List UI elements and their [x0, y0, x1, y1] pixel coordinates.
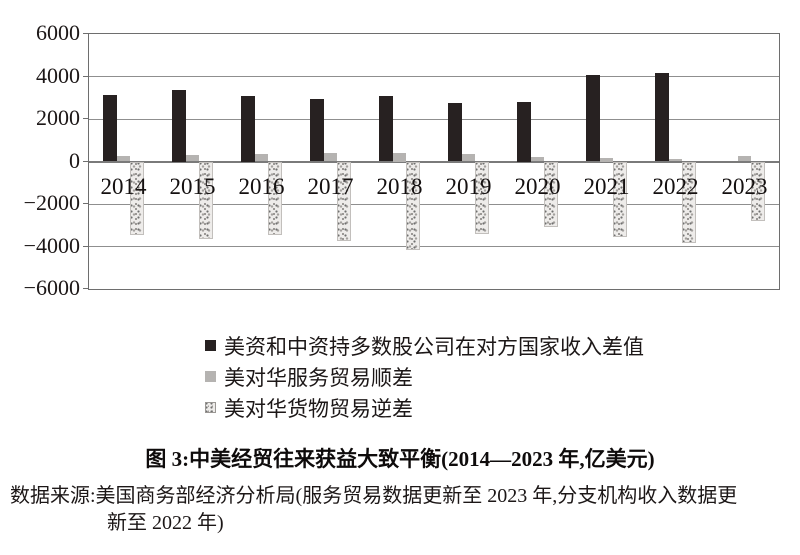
bar-speckled-2021	[613, 161, 627, 237]
y-tick-label: 4000	[36, 62, 80, 88]
bar-solid-gray-2014	[116, 155, 131, 162]
figure-caption: 图 3:中美经贸往来获益大致平衡(2014—2023 年,亿美元)	[145, 447, 655, 471]
bar-speckled-2023	[751, 161, 765, 221]
plot-area: 2014 2015 2016 2017 2018 2019 2020 2021 2022 2023	[88, 33, 780, 290]
y-tick-mark	[83, 75, 88, 77]
bar-solid-black-2019	[448, 102, 462, 162]
legend-marker-icon	[205, 371, 216, 382]
legend-item: 美对华货物贸易逆差	[205, 392, 644, 423]
bar-solid-black-2018	[379, 95, 393, 162]
legend-label: 美资和中资持多数股公司在对方国家收入差值	[224, 334, 644, 359]
y-tick-mark	[83, 203, 88, 204]
bar-solid-gray-2020	[530, 156, 545, 162]
y-axis: 6000 4000 2000 0 −2000 −4000 −6000	[0, 0, 80, 310]
legend-label: 美对华服务贸易顺差	[224, 365, 413, 390]
y-tick-label: −2000	[23, 190, 80, 215]
bar-solid-gray-2019	[461, 153, 476, 162]
bar-solid-gray-2016	[254, 153, 269, 162]
y-tick-mark	[83, 245, 88, 247]
y-tick-mark	[83, 118, 88, 119]
bar-speckled-2017	[337, 161, 351, 242]
bar-solid-gray-2015	[185, 154, 200, 162]
legend-item: 美资和中资持多数股公司在对方国家收入差值	[205, 330, 644, 361]
bar-solid-black-2016	[241, 95, 255, 162]
gridline	[89, 76, 779, 77]
x-category-label: 2020	[514, 173, 561, 199]
chart-legend: 美资和中资持多数股公司在对方国家收入差值 美对华服务贸易顺差 美对华货物贸易逆差	[205, 330, 644, 423]
bar-speckled-2015	[199, 161, 213, 240]
x-category-label: 2017	[307, 173, 354, 199]
x-category-label: 2018	[376, 173, 423, 199]
bar-speckled-2022	[682, 161, 696, 243]
y-tick-label: −6000	[23, 275, 80, 300]
y-tick-mark	[83, 288, 88, 289]
legend-marker-icon	[205, 340, 216, 351]
data-source-note-line1: 数据来源:美国商务部经济分析局(服务贸易数据更新至 2023 年,分支机构收入数…	[10, 485, 738, 507]
x-category-label: 2015	[169, 173, 216, 199]
x-category-label: 2014	[100, 173, 147, 199]
bar-chart: 6000 4000 2000 0 −2000 −4000 −6000 2014 2015 201…	[0, 0, 780, 310]
y-tick-label: 0	[69, 147, 80, 173]
bar-solid-gray-2023	[737, 155, 752, 162]
x-category-label: 2023	[721, 173, 768, 199]
bar-solid-black-2014	[103, 94, 117, 162]
legend-marker-icon	[205, 402, 216, 413]
bar-speckled-2020	[544, 161, 558, 228]
y-tick-label: 6000	[36, 20, 80, 45]
x-category-label: 2022	[652, 173, 699, 199]
gridline	[89, 118, 779, 120]
gridline	[89, 203, 779, 205]
bar-solid-black-2022	[655, 72, 669, 162]
bar-speckled-2016	[268, 161, 282, 236]
data-source-note-line2: 新至 2022 年)	[107, 512, 224, 534]
bar-speckled-2014	[130, 161, 144, 235]
x-category-label: 2016	[238, 173, 285, 199]
x-category-label: 2021	[583, 173, 630, 199]
gridline	[89, 246, 779, 247]
bar-solid-gray-2022	[668, 158, 683, 162]
zero-axis-line	[89, 160, 779, 163]
bar-solid-gray-2021	[599, 158, 614, 162]
bar-solid-gray-2017	[323, 153, 338, 162]
legend-item: 美对华服务贸易顺差	[205, 361, 644, 392]
bar-speckled-2018	[406, 161, 420, 251]
y-tick-mark	[83, 160, 88, 162]
bar-speckled-2019	[475, 161, 489, 235]
bar-solid-gray-2018	[392, 153, 407, 162]
bar-solid-black-2021	[586, 74, 600, 162]
legend-label: 美对华货物贸易逆差	[224, 396, 413, 421]
y-tick-label: 2000	[36, 105, 80, 130]
bar-solid-black-2015	[172, 90, 186, 162]
x-category-label: 2019	[445, 173, 492, 199]
y-tick-label: −4000	[23, 232, 80, 258]
bar-solid-black-2020	[517, 102, 531, 162]
bar-solid-black-2017	[310, 98, 324, 162]
y-tick-mark	[83, 33, 88, 34]
